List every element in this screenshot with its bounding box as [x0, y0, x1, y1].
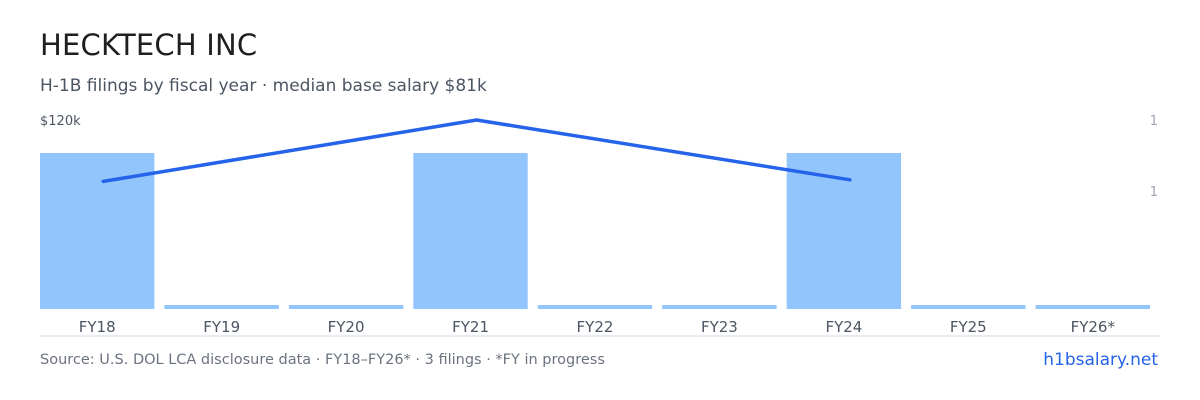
- brand-link[interactable]: h1bsalary.net: [1043, 350, 1158, 370]
- x-tick-label: FY26*: [1071, 318, 1116, 336]
- bar-fy24: [786, 153, 902, 309]
- x-tick-label: FY20: [328, 318, 365, 336]
- right-axis-label-top: 1: [1150, 114, 1158, 129]
- bar-fy22: [537, 305, 653, 309]
- x-tick-group: FY18 FY19 FY20 FY21 FY22 FY23 FY24 FY25 FY26*: [79, 318, 1116, 336]
- x-tick-label: FY25: [950, 318, 987, 336]
- x-tick-label: FY23: [701, 318, 738, 336]
- left-axis-top-label: $120k: [40, 114, 81, 129]
- bar-group: [40, 153, 1150, 309]
- bar-fy23: [662, 305, 777, 309]
- bar-fy21: [413, 153, 528, 309]
- bar-fy26-partial: [1035, 305, 1150, 309]
- x-tick-label: FY18: [79, 318, 116, 336]
- x-tick-label: FY19: [203, 318, 240, 336]
- chart-subtitle: H-1B filings by fiscal year · median bas…: [40, 76, 487, 96]
- salary-line-group: [101, 118, 852, 184]
- x-tick-label: FY22: [577, 318, 614, 336]
- bar-fy18: [40, 153, 155, 309]
- bar-fy20: [288, 305, 404, 309]
- bar-fy25: [911, 305, 1026, 309]
- x-tick-label: FY21: [452, 318, 489, 336]
- x-tick-label: FY24: [825, 318, 862, 336]
- chart-title: HECKTECH INC: [40, 28, 258, 62]
- footer-source: Source: U.S. DOL LCA disclosure data · F…: [40, 352, 605, 368]
- bar-fy19: [164, 305, 279, 309]
- salary-line: [101, 118, 852, 184]
- right-axis-label-mid: 1: [1150, 185, 1158, 200]
